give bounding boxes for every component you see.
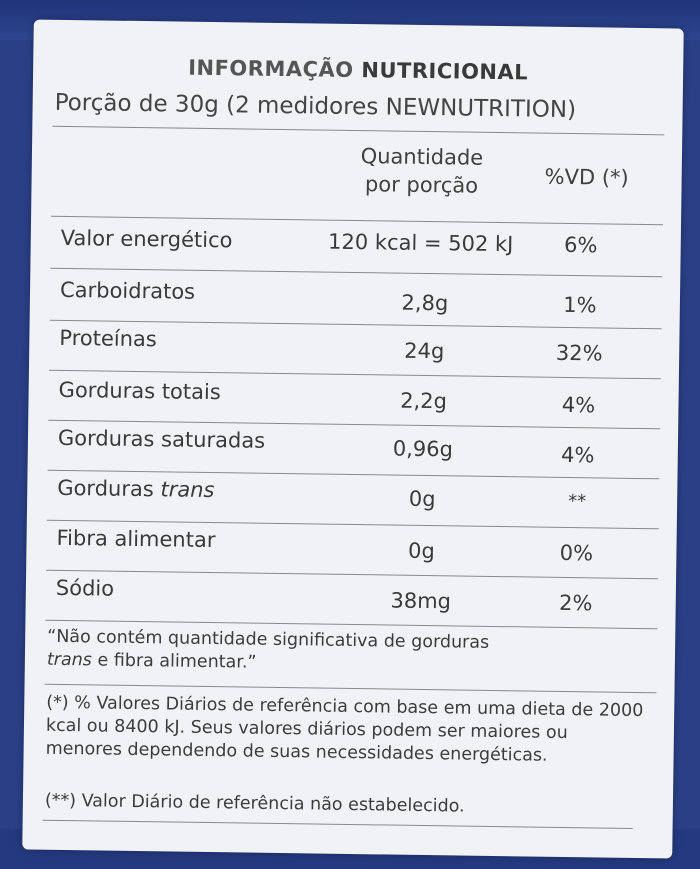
nutrient-name: Gorduras trans [57,476,214,502]
nutrient-name-italic: trans [160,477,215,503]
nutrient-quantity: 38mg [390,588,452,614]
vd-header: %VD (*) [544,164,629,190]
note-text-2: e fibra alimentar.” [91,650,257,673]
nutrient-name: Gorduras totais [58,377,221,405]
table-row: Gorduras saturadas 0,96g 4% [28,425,678,474]
divider [51,215,664,226]
nutrient-quantity: 0g [408,486,436,512]
table-row: Sódio 38mg 2% [26,575,676,624]
nutrient-name: Proteínas [59,325,157,352]
table-row: Fibra alimentar 0g 0% [26,525,676,574]
title-part-1: INFORMAÇÃO [188,55,354,82]
nutrient-name: Sódio [55,575,115,601]
serving-size: Porção de 30g (2 medidores NEWNUTRITION) [54,89,577,124]
nutrition-facts-label: INFORMAÇÃO NUTRICIONAL Porção de 30g (2 … [22,19,684,859]
table-row: Gorduras trans 0g ** [27,475,677,524]
quantity-header: Quantidade por porção [321,142,522,201]
nutrient-vd: 2% [558,590,593,616]
table-row: Gorduras totais 2,2g 4% [28,377,678,426]
nutrient-quantity: 0g [407,538,435,564]
nutrient-name: Carboidratos [59,277,196,304]
nutrient-vd: 4% [561,392,596,418]
nutrient-quantity: 120 kcal = 502 kJ [327,229,514,257]
nutrient-vd: 32% [555,340,603,366]
quantity-header-line2: por porção [364,172,479,199]
nutrient-vd: 1% [563,292,597,318]
quantity-header-line1: Quantidade [360,144,484,170]
vd-footnote: (*) % Valores Diários de referência com … [45,692,644,766]
nutrient-vd: 6% [563,232,598,258]
nutrient-quantity: 2,8g [401,290,449,316]
nutrient-vd: ** [568,491,587,513]
nutrient-name-prefix: Gorduras [57,475,161,502]
divider [44,683,657,694]
nutrient-name: Valor energético [60,225,233,253]
title-part-2: NUTRICIONAL [361,58,529,85]
divider [52,125,665,136]
nutrient-vd: 0% [559,540,594,566]
label-title: INFORMAÇÃO NUTRICIONAL [33,53,683,86]
table-row: Proteínas 24g 32% [29,325,679,374]
note-text-1: “Não contém quantidade significativa de … [47,626,490,653]
nutrient-name: Fibra alimentar [56,525,216,553]
nutrient-name: Gorduras saturadas [57,425,266,453]
vd-not-established-note: (**) Valor Diário de referência não esta… [44,790,465,817]
nutrient-quantity: 24g [404,338,445,364]
not-significant-note: “Não contém quantidade significativa de … [47,626,646,680]
table-row: Carboidratos 2,8g 1% [30,277,680,326]
divider [42,819,633,829]
nutrient-quantity: 2,2g [399,388,448,414]
table-row: Valor energético 120 kcal = 502 kJ 6% [30,225,680,274]
note-italic: trans [46,649,93,671]
nutrient-vd: 4% [560,442,595,468]
nutrient-quantity: 0,96g [392,436,454,462]
